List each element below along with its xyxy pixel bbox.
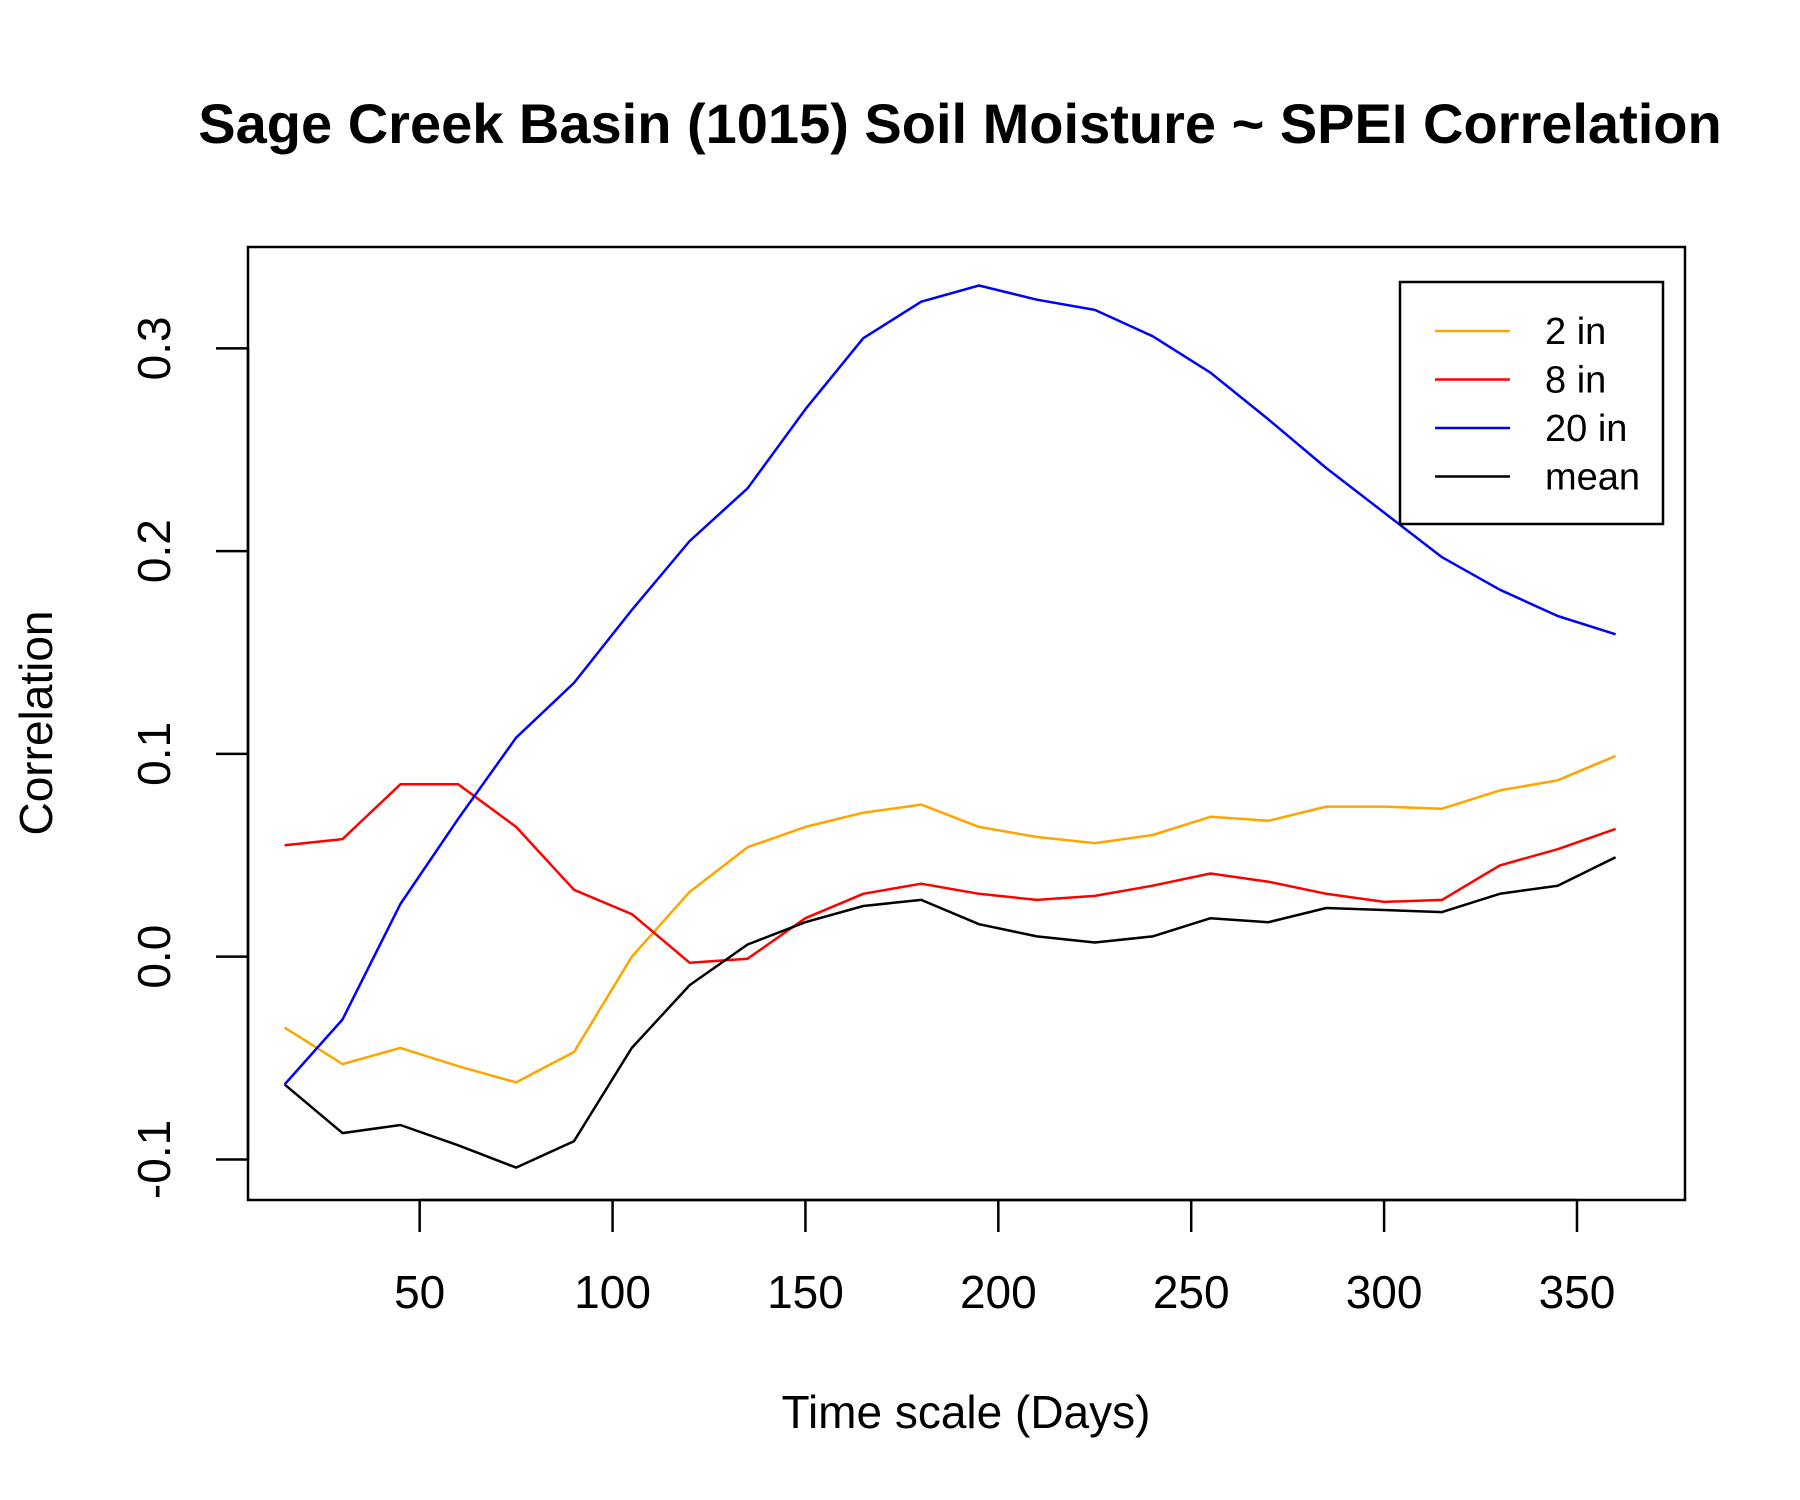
x-tick-label: 350 [1539,1266,1616,1318]
series-line-mean [283,856,1617,1169]
x-tick-label: 200 [960,1266,1037,1318]
series-layer [283,284,1617,1169]
chart-title: Sage Creek Basin (1015) Soil Moisture ~ … [198,92,1721,155]
legend-box [1398,280,1665,526]
legend-label-2-in: 2 in [1545,311,1606,353]
x-tick-label: 300 [1346,1266,1423,1318]
series-line-20-in [283,284,1616,1086]
y-tick-label: 0.0 [128,925,180,989]
x-axis-label: Time scale (Days) [782,1386,1151,1438]
x-axis: 50 100 150 200 250 300 350 [394,1198,1616,1318]
series-line-8-in [284,783,1617,965]
y-axis-label: Correlation [10,611,62,836]
legend-label-8-in: 8 in [1545,360,1606,402]
y-tick-label: -0.1 [128,1120,180,1199]
y-axis: -0.1 0.0 0.1 0.2 0.3 [128,316,250,1199]
series-line-2-in [283,754,1617,1084]
y-tick-label: 0.3 [128,316,180,380]
x-tick-label: 100 [574,1266,651,1318]
legend-label-20-in: 20 in [1545,408,1627,450]
x-tick-label: 250 [1153,1266,1230,1318]
legend-label-mean: mean [1545,457,1640,499]
x-tick-label: 150 [767,1266,844,1318]
legend: 2 in 8 in 20 in mean [1398,280,1665,526]
y-tick-label: 0.2 [128,519,180,583]
x-tick-label: 50 [394,1266,445,1318]
y-tick-label: 0.1 [128,722,180,786]
